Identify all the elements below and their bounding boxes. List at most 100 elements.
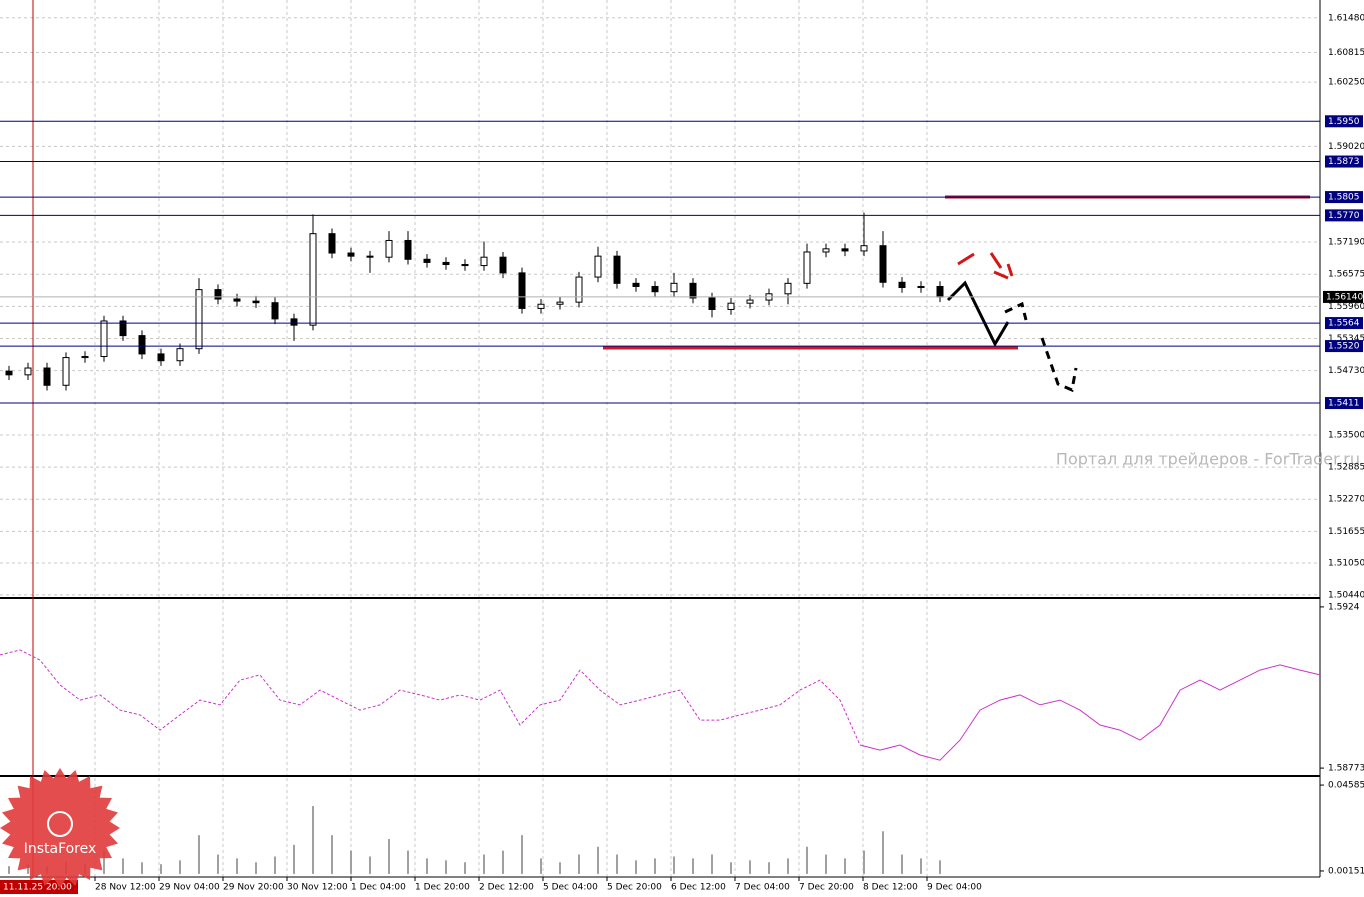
- candle-body: [43, 367, 51, 386]
- x-tick-label: 5 Dec 20:00: [607, 883, 662, 893]
- y-tick-label: 1.61480: [1328, 13, 1364, 23]
- candle-body: [860, 245, 868, 252]
- level-label-box: [1325, 209, 1363, 222]
- candle-body: [442, 261, 450, 266]
- candle-body: [423, 258, 431, 263]
- forecast-mark: [989, 252, 1003, 269]
- candle-body: [594, 255, 602, 278]
- last-price-box: [1323, 290, 1363, 303]
- cursor-time: 11.11.25 20:00: [3, 883, 72, 893]
- candle-body: [176, 348, 184, 362]
- candle-body: [575, 276, 583, 303]
- candle-body: [233, 298, 241, 302]
- candle-body: [214, 289, 222, 300]
- x-tick-label: 8 Dec 12:00: [863, 883, 918, 893]
- y-tick-label: 1.52885: [1328, 463, 1364, 473]
- indicator-line: [859, 664, 1321, 761]
- y-tick-label: 1.51050: [1328, 559, 1364, 569]
- candle-body: [632, 282, 640, 287]
- candle-body: [499, 256, 507, 274]
- candle-body: [309, 233, 317, 326]
- x-tick-label: 7 Dec 20:00: [799, 883, 854, 893]
- level-label-box: [1325, 191, 1363, 204]
- level-label-box: [1325, 317, 1363, 330]
- level-label-box: [1325, 340, 1363, 353]
- x-tick-label: 29 Nov 04:00: [159, 883, 220, 893]
- x-tick-label: 7 Dec 04:00: [735, 883, 790, 893]
- watermark: Портал для трейдеров - ForTrader.ru: [1056, 450, 1360, 469]
- candle-body: [24, 367, 32, 376]
- indicator-line: [0, 649, 861, 746]
- level-label-box: [1325, 155, 1363, 168]
- logo: InstaForex: [0, 768, 120, 888]
- x-tick-label: 30 Nov 12:00: [287, 883, 348, 893]
- level-label: 1.5873: [1328, 157, 1360, 167]
- candle-body: [100, 320, 108, 358]
- candle-body: [746, 299, 754, 304]
- level-label: 1.5411: [1328, 399, 1360, 409]
- candle-body: [328, 233, 336, 254]
- candle-body: [670, 282, 678, 293]
- candle-body: [385, 239, 393, 258]
- y-tick-label: 1.60815: [1328, 48, 1364, 58]
- candle-body: [651, 285, 659, 293]
- y-tick-label: 1.59020: [1328, 142, 1364, 152]
- candle-body: [157, 353, 165, 362]
- candle-body: [347, 252, 355, 257]
- level-label: 1.5950: [1328, 117, 1360, 127]
- y-tick-label: 0.00151: [1328, 866, 1364, 876]
- candle-body: [936, 285, 944, 298]
- forecast-path: [1004, 301, 1028, 321]
- forecast-mark: [993, 270, 1009, 280]
- y-tick-label: 1.51655: [1328, 527, 1364, 537]
- candle-body: [62, 357, 70, 386]
- candle-body: [784, 282, 792, 295]
- forecast-path: [1040, 337, 1078, 393]
- y-tick-label: 1.5924: [1328, 602, 1360, 612]
- candle-body: [898, 281, 906, 289]
- y-tick-label: 1.54730: [1328, 366, 1364, 376]
- candle-body: [195, 289, 203, 350]
- candle-body: [138, 335, 146, 355]
- logo-icon: [47, 811, 73, 837]
- y-tick-label: 1.56575: [1328, 270, 1364, 280]
- y-tick-label: 1.60250: [1328, 78, 1364, 88]
- y-tick-label: 1.55345: [1328, 334, 1364, 344]
- level-label: 1.5770: [1328, 211, 1360, 221]
- candle-body: [271, 302, 279, 320]
- level-label: 1.5564: [1328, 319, 1360, 329]
- x-tick-label: 29 Nov 20:00: [223, 883, 284, 893]
- candle-body: [556, 301, 564, 305]
- logo-text: InstaForex: [24, 841, 97, 857]
- x-tick-label: 6 Dec 12:00: [671, 883, 726, 893]
- candle-body: [81, 356, 89, 359]
- candle-body: [841, 248, 849, 252]
- candle-body: [803, 251, 811, 284]
- x-tick-label: 1 Dec 04:00: [351, 883, 406, 893]
- y-tick-label: 1.55960: [1328, 302, 1364, 312]
- level-label-box: [1325, 115, 1363, 128]
- candle-body: [613, 255, 621, 284]
- forecast-path: [946, 280, 1010, 348]
- candle-body: [119, 320, 127, 337]
- candle-body: [252, 300, 260, 304]
- y-tick-label: 1.57190: [1328, 238, 1364, 248]
- x-tick-label: 1 Dec 20:00: [415, 883, 470, 893]
- candle-body: [404, 239, 412, 260]
- y-tick-label: 1.50440: [1328, 590, 1364, 600]
- forecast-mark: [1006, 263, 1014, 277]
- candle-body: [5, 370, 13, 376]
- candle-body: [689, 282, 697, 299]
- logo-badge: [0, 768, 120, 888]
- y-tick-label: 0.04585: [1328, 781, 1364, 791]
- candle-body: [518, 272, 526, 309]
- grid: [0, 0, 1320, 877]
- candle-body: [917, 285, 925, 289]
- level-label: 1.5805: [1328, 193, 1360, 203]
- x-tick-label: 5 Dec 04:00: [543, 883, 598, 893]
- candle-body: [366, 255, 374, 258]
- candle-body: [708, 297, 716, 310]
- candle-body: [537, 303, 545, 309]
